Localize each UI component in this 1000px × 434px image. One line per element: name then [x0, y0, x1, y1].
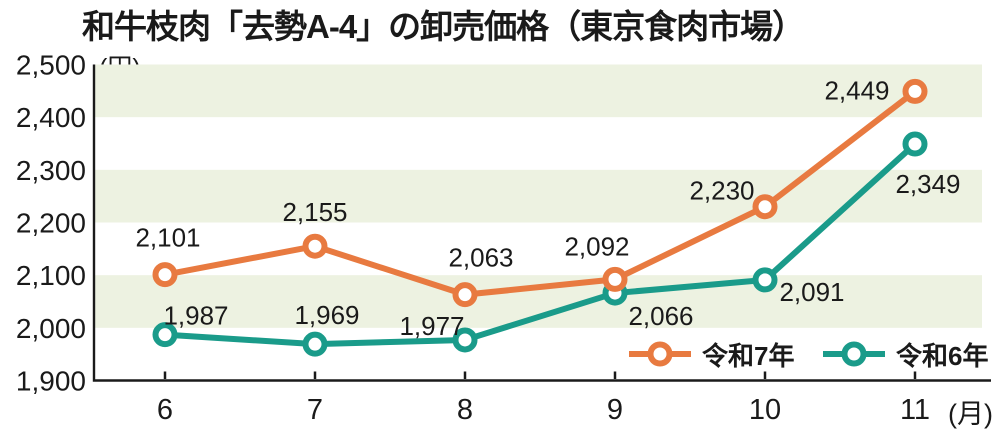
series-1-value-label: 1,969: [294, 300, 359, 330]
y-tick-label: 2,500: [16, 50, 86, 81]
series-0-value-label: 2,230: [689, 176, 754, 206]
y-tick-label: 2,300: [16, 155, 86, 186]
y-tick-label: 2,000: [16, 313, 86, 344]
series-0-point: [452, 282, 478, 308]
x-axis-unit-label: (月): [948, 399, 993, 429]
series-1-point: [752, 267, 778, 293]
series-0-value-label: 2,155: [282, 197, 347, 227]
series-0-point: [752, 194, 778, 220]
series-0-value-label: 2,101: [135, 223, 200, 253]
x-tick-label: 8: [457, 394, 473, 426]
series-0-point: [302, 233, 328, 259]
grid-band: [95, 64, 982, 118]
x-tick-label: 11: [900, 394, 930, 426]
series-1-point: [452, 327, 478, 353]
series-1-line: [162, 141, 918, 348]
series-0-line: [162, 88, 918, 298]
series-0-value-label: 2,449: [824, 75, 889, 105]
series-0-point: [152, 262, 178, 288]
series-1-value-label: 2,349: [895, 169, 960, 199]
series-1-value-label: 1,987: [163, 301, 228, 331]
axis-lines: [92, 64, 991, 382]
series-0-value-label: 2,063: [448, 243, 513, 273]
y-tick-label: 2,400: [16, 102, 86, 133]
y-tick-label: 2,100: [16, 260, 86, 291]
y-tick-label: 1,900: [16, 366, 86, 397]
grid-band: [95, 169, 982, 223]
series-1-point: [152, 322, 178, 348]
x-tick-label: 6: [157, 394, 173, 426]
series-1-value-label: 2,091: [779, 277, 844, 307]
x-tick-label: 10: [749, 394, 781, 426]
series-0-value-label: 2,092: [564, 231, 629, 261]
chart-title: 和牛枝肉「去勢A-4」の卸売価格（東京食肉市場）: [82, 8, 805, 45]
y-tick-label: 2,200: [16, 208, 86, 239]
series-1-value-label: 1,977: [399, 311, 464, 341]
series-1-point: [302, 331, 328, 357]
x-tick-label: 9: [607, 394, 623, 426]
series-1-point: [902, 131, 928, 157]
series-0-point: [602, 266, 628, 292]
series-0-point: [902, 78, 928, 104]
x-tick-label: 7: [307, 394, 323, 426]
series-1-value-label: 2,066: [628, 301, 693, 331]
